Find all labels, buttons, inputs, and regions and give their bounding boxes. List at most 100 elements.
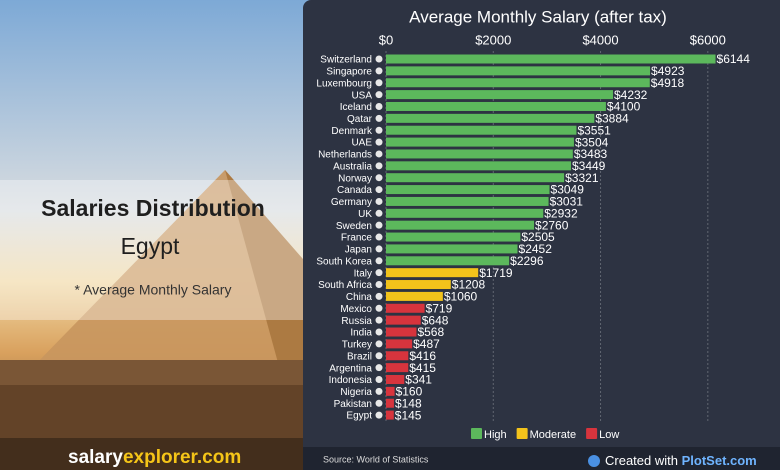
legend-swatch: [586, 428, 598, 439]
flag: [375, 292, 383, 300]
value-label: $1060: [444, 290, 478, 304]
note: * Average Monthly Salary: [75, 282, 232, 298]
value-label: $2505: [521, 230, 555, 244]
value-label: $3031: [550, 195, 584, 209]
bar: [386, 90, 613, 100]
credit: Created with PlotSet.com: [605, 453, 757, 468]
bar: [386, 268, 479, 278]
text-haze: [0, 180, 303, 320]
value-label: $2932: [544, 206, 578, 220]
flag: [375, 150, 383, 158]
bar: [386, 410, 394, 420]
category-label: Nigeria: [340, 387, 372, 398]
legend-swatch: [516, 428, 528, 439]
category-label: Iceland: [340, 102, 372, 113]
flag: [375, 245, 383, 253]
flag: [375, 328, 383, 336]
flag: [375, 91, 383, 99]
flag: [375, 55, 383, 63]
bar: [386, 291, 443, 301]
value-label: $2452: [519, 242, 553, 256]
category-label: France: [341, 233, 373, 244]
flag: [375, 340, 383, 348]
category-label: Netherlands: [318, 150, 372, 161]
bar: [386, 339, 413, 349]
x-tick-label: $6000: [690, 32, 726, 47]
category-label: Canada: [337, 185, 372, 196]
flag: [375, 304, 383, 312]
value-label: $148: [395, 396, 422, 410]
flag: [375, 257, 383, 265]
value-label: $2296: [510, 254, 544, 268]
brand-part: salary: [68, 447, 123, 468]
category-label: India: [350, 328, 372, 339]
legend-label: Low: [599, 429, 619, 441]
bar: [386, 386, 395, 396]
bar: [386, 208, 544, 218]
country: Egypt: [121, 233, 180, 259]
flag: [375, 411, 383, 419]
flag: [375, 281, 383, 289]
bar: [386, 327, 417, 337]
category-label: Argentina: [329, 363, 372, 374]
category-label: Russia: [341, 316, 372, 327]
flag: [375, 102, 383, 110]
category-label: Italy: [354, 268, 372, 279]
flag: [375, 387, 383, 395]
legend-label: Moderate: [530, 429, 576, 441]
bar: [386, 363, 409, 373]
value-label: $4100: [607, 100, 641, 114]
category-label: Luxembourg: [316, 78, 372, 89]
bar: [386, 54, 716, 64]
category-label: Egypt: [346, 411, 372, 422]
bar: [386, 280, 451, 290]
flag: [375, 399, 383, 407]
value-label: $145: [395, 408, 422, 422]
bar: [386, 137, 574, 147]
category-label: Norway: [338, 173, 372, 184]
legend-swatch: [471, 428, 482, 439]
value-label: $3321: [565, 171, 599, 185]
category-label: UK: [358, 209, 372, 220]
value-label: $416: [409, 349, 436, 363]
category-label: Australia: [333, 161, 372, 172]
category-label: Germany: [331, 197, 372, 208]
value-label: $4918: [651, 76, 685, 90]
flag: [375, 316, 383, 324]
legend-label: High: [484, 429, 507, 441]
x-tick-label: $2000: [475, 32, 511, 47]
value-label: $4923: [651, 64, 685, 78]
bar: [386, 196, 549, 206]
flag: [375, 174, 383, 182]
bar: [386, 398, 394, 408]
brand-part: explorer.com: [123, 447, 241, 468]
value-label: $487: [413, 337, 440, 351]
value-label: $415: [409, 361, 436, 375]
value-label: $1719: [479, 266, 513, 280]
bar: [386, 244, 518, 254]
bar: [386, 256, 510, 266]
category-label: China: [346, 292, 373, 303]
plot: $0 $2000 $4000 $6000 Switzerland $6144 Singapo…: [316, 32, 750, 440]
value-label: $2760: [535, 218, 569, 232]
value-label: $3551: [577, 123, 611, 137]
flag: [375, 67, 383, 75]
flag: [375, 209, 383, 217]
source: Source: World of Statistics: [323, 454, 429, 464]
flag: [375, 126, 383, 134]
category-label: Qatar: [347, 114, 373, 125]
category-label: Japan: [345, 245, 372, 256]
bar: [386, 220, 535, 230]
credit-prefix: Created with: [605, 453, 678, 468]
bar: [386, 173, 565, 183]
value-label: $3504: [575, 135, 609, 149]
bar: [386, 101, 606, 111]
category-label: Mexico: [340, 304, 372, 315]
bar: [386, 161, 571, 171]
flag: [375, 186, 383, 194]
x-tick-label: $4000: [582, 32, 618, 47]
x-tick-label: $0: [379, 32, 393, 47]
value-label: $3049: [551, 183, 585, 197]
category-label: Denmark: [331, 126, 373, 137]
